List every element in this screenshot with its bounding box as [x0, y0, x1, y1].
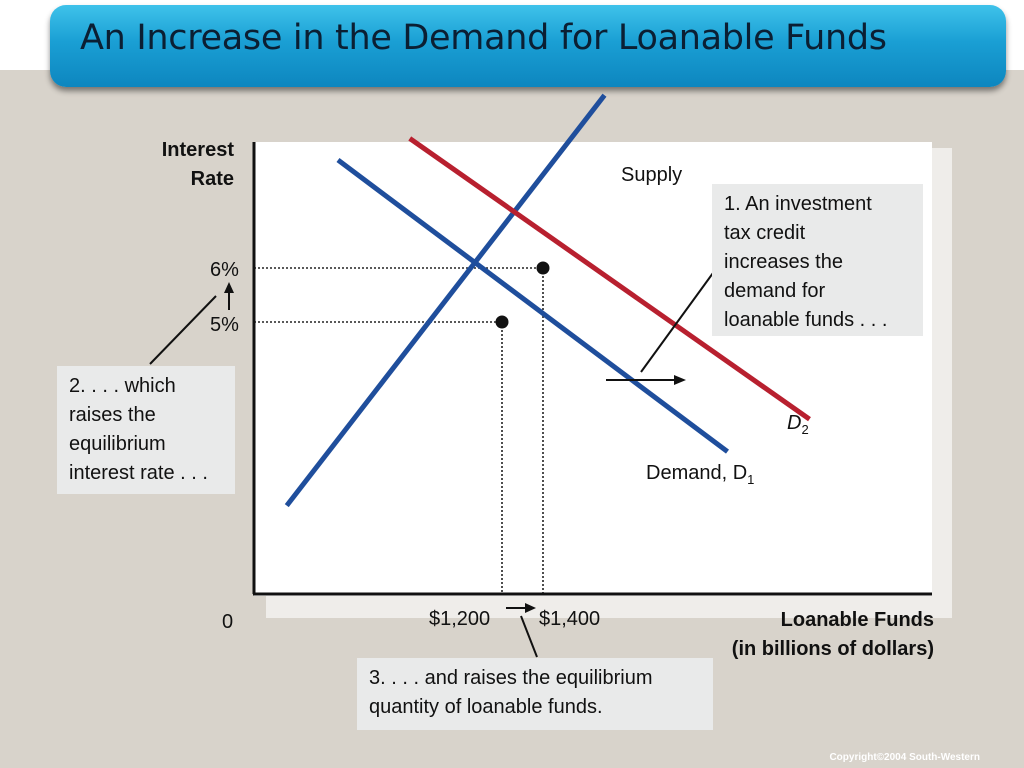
demand1-label: Demand, D1 [646, 462, 754, 487]
note2-line: 2. . . . which [69, 375, 176, 397]
title-bar [50, 5, 1006, 87]
equilibrium-point-initial [495, 315, 509, 329]
note-raises-quantity: 3. . . . and raises the equilibrium quan… [357, 658, 713, 730]
note2-line: equilibrium [69, 433, 166, 455]
supply-curve [284, 93, 607, 508]
demand2-label-sub: 2 [801, 422, 809, 437]
x-axis-label-line1: Loanable Funds [780, 609, 934, 631]
demand2-label-main: D [787, 412, 802, 434]
note-investment-tax-credit: 1. An investment tax credit increases th… [712, 184, 923, 336]
note1-leader [640, 272, 714, 373]
y-axis-label-line1: Interest [161, 139, 234, 161]
copyright: Copyright©2004 South-Western [829, 752, 980, 763]
note3-line: quantity of loanable funds. [369, 696, 603, 718]
qty-arrow-head [525, 603, 536, 613]
demand1-label-sub: 1 [747, 472, 755, 487]
x-tick-1400: $1,400 [539, 608, 601, 630]
page-title: An Increase in the Demand for Loanable F… [80, 18, 887, 58]
note-raises-interest-rate: 2. . . . which raises the equilibrium in… [57, 366, 235, 494]
demand2-curve [408, 136, 811, 422]
note3-line: 3. . . . and raises the equilibrium [369, 667, 653, 689]
y-tick-6: 6% [210, 259, 239, 281]
note2-line: interest rate . . . [69, 462, 208, 484]
shift-arrow-head [674, 375, 686, 385]
note1-line: increases the [724, 251, 843, 273]
note1-line: tax credit [724, 222, 806, 244]
demand1-label-main: Demand, D [646, 462, 748, 484]
note2-leader [149, 295, 217, 365]
note1-line: demand for [724, 280, 826, 302]
note1-line: loanable funds . . . [724, 309, 888, 331]
note1-line: 1. An investment [724, 193, 872, 215]
x-axis-label-line2: (in billions of dollars) [731, 638, 934, 660]
x-tick-1200: $1,200 [429, 608, 491, 630]
equilibrium-point-new [536, 261, 550, 275]
note2-line: raises the [69, 404, 156, 426]
origin-label: 0 [222, 611, 234, 633]
note3-leader [520, 615, 538, 658]
y-axis-label-line2: Rate [190, 168, 234, 190]
y-tick-5: 5% [210, 314, 239, 336]
rate-arrow-head [224, 282, 234, 293]
demand1-curve [336, 157, 729, 454]
demand2-label: D2 [787, 412, 809, 437]
supply-label: Supply [621, 164, 683, 186]
